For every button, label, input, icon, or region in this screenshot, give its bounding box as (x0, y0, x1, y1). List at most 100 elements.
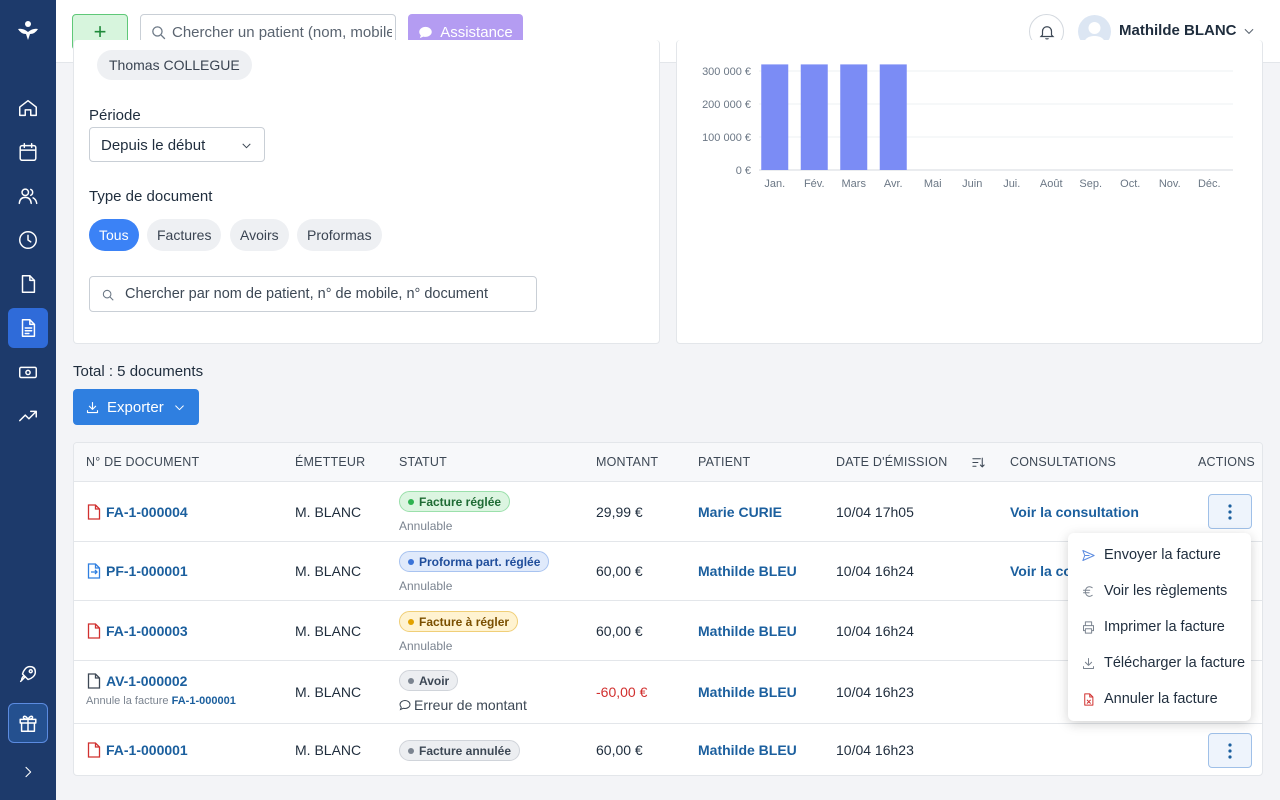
menu-item-cancel-invoice[interactable]: Annuler la facture (1068, 681, 1251, 717)
x-tick-label: Mars (842, 178, 867, 190)
header-issuer: ÉMETTEUR (295, 455, 366, 469)
patient-link[interactable]: Mathilde BLEU (698, 684, 797, 700)
issue-date: 10/04 16h24 (836, 563, 914, 579)
export-button[interactable]: Exporter (73, 389, 199, 425)
chart-bar[interactable] (761, 64, 789, 170)
issuer: M. BLANC (295, 742, 362, 758)
sidebar-item-billing[interactable] (8, 308, 48, 348)
doc-type-label: Type de document (89, 188, 213, 205)
patient-link[interactable]: Mathilde BLEU (698, 563, 797, 579)
menu-item-download-invoice[interactable]: Télécharger la facture (1068, 645, 1251, 681)
sidebar-item-calendar[interactable] (8, 132, 48, 172)
status-reason: Erreur de montant (399, 697, 527, 713)
doc-type-chip-all[interactable]: Tous (89, 219, 139, 251)
table-row: FA-1-000003 M. BLANC Facture à régler An… (74, 601, 1262, 661)
doc-type-chip-invoices[interactable]: Factures (147, 219, 222, 251)
amount: 29,99 € (596, 504, 643, 520)
row-actions-button[interactable] (1208, 494, 1252, 529)
sort-icon[interactable] (971, 455, 986, 470)
money-icon (19, 366, 37, 379)
y-tick-label: 100 000 € (702, 132, 751, 144)
y-tick-label: 300 000 € (702, 66, 751, 78)
doc-number-link[interactable]: FA-1-000003 (106, 623, 188, 639)
amount: 60,00 € (596, 742, 643, 758)
user-name[interactable]: Mathilde BLANC (1119, 22, 1237, 39)
x-tick-label: Juin (962, 178, 982, 190)
status-sub: Annulable (399, 579, 453, 593)
menu-item-print-invoice[interactable]: Imprimer la facture (1068, 609, 1251, 645)
status-text: Facture réglée (419, 494, 502, 509)
more-vertical-icon (1228, 503, 1232, 520)
more-vertical-icon (1228, 742, 1232, 759)
table-row: FA-1-000001 M. BLANC Facture annulée 60,… (74, 724, 1262, 775)
sidebar-expand-button[interactable] (8, 752, 48, 792)
chevron-down-icon[interactable] (1242, 24, 1256, 38)
x-tick-label: Jan. (764, 178, 785, 190)
menu-item-send-invoice[interactable]: Envoyer la facture (1068, 537, 1251, 573)
period-select[interactable]: Depuis le début (89, 127, 265, 162)
sidebar-item-history[interactable] (8, 220, 48, 260)
doc-number-link[interactable]: FA-1-000001 (106, 742, 188, 758)
doc-number-link[interactable]: AV-1-000002 (106, 673, 188, 689)
view-consultation-link[interactable]: Voir la consultation (1010, 504, 1139, 520)
document-search-input[interactable] (125, 277, 530, 311)
header-consultations: CONSULTATIONS (1010, 455, 1117, 469)
menu-item-label: Imprimer la facture (1104, 619, 1225, 635)
amount: 60,00 € (596, 623, 643, 639)
invoice-file-icon (87, 623, 101, 639)
patient-link[interactable]: Mathilde BLEU (698, 623, 797, 639)
sidebar-item-payments[interactable] (8, 352, 48, 392)
cancels-invoice-note: Annule la facture FA-1-000001 (86, 695, 236, 707)
issue-date: 10/04 16h23 (836, 684, 914, 700)
x-tick-label: Nov. (1159, 178, 1181, 190)
chart-bar[interactable] (800, 64, 828, 170)
chart-bar[interactable] (840, 64, 868, 170)
sidebar-item-launch[interactable] (8, 654, 48, 694)
sidebar-item-gift[interactable] (8, 703, 48, 743)
bell-icon (1039, 25, 1054, 40)
search-icon (102, 289, 114, 301)
chart-bar[interactable] (879, 64, 907, 170)
cancelled-invoice-link[interactable]: FA-1-000001 (171, 695, 236, 707)
menu-item-label: Télécharger la facture (1104, 655, 1246, 671)
sidebar-item-patients[interactable] (8, 176, 48, 216)
view-consultation-link[interactable]: Voir la co (1010, 563, 1072, 579)
practitioner-chip[interactable]: Thomas COLLEGUE (97, 50, 252, 80)
sidebar-item-stats[interactable] (8, 396, 48, 436)
doc-type-chip-proformas[interactable]: Proformas (297, 219, 382, 251)
doc-type-chip-credits[interactable]: Avoirs (230, 219, 289, 251)
comment-icon (399, 699, 411, 711)
calendar-icon (19, 143, 37, 161)
table-header (74, 443, 1262, 482)
x-tick-label: Mai (924, 178, 942, 190)
file-icon (21, 275, 36, 293)
sidebar-item-documents[interactable] (8, 264, 48, 304)
sidebar-item-home[interactable] (8, 88, 48, 128)
trending-up-icon (19, 410, 37, 422)
menu-item-view-payments[interactable]: Voir les règlements (1068, 573, 1251, 609)
header-status: STATUT (399, 455, 447, 469)
status-text: Facture à régler (419, 614, 510, 629)
patient-link[interactable]: Marie CURIE (698, 504, 783, 520)
table-row: FA-1-000004 M. BLANC Facture réglée Annu… (74, 482, 1262, 542)
file-cancel-icon (1084, 692, 1094, 706)
period-label: Période (89, 107, 141, 124)
search-icon (152, 26, 166, 40)
doc-number-link[interactable]: FA-1-000004 (106, 504, 188, 520)
download-icon (86, 401, 99, 413)
issuer: M. BLANC (295, 504, 362, 520)
patient-link[interactable]: Mathilde BLEU (698, 742, 797, 758)
clock-icon (19, 231, 37, 249)
header-amount: MONTANT (596, 455, 659, 469)
status-sub: Annulable (399, 639, 453, 653)
download-icon (1083, 657, 1094, 669)
row-actions-button[interactable] (1208, 733, 1252, 768)
app-logo-icon[interactable] (16, 19, 40, 43)
doc-number-link[interactable]: PF-1-000001 (106, 563, 188, 579)
x-tick-label: Août (1040, 178, 1063, 190)
status-reason-text: Erreur de montant (414, 697, 527, 713)
row-actions-menu: Envoyer la facture Voir les règlements I… (1068, 533, 1251, 721)
users-icon (18, 188, 38, 205)
export-label: Exporter (107, 398, 164, 416)
table-row: PF-1-000001 M. BLANC Proforma part. régl… (74, 542, 1262, 601)
